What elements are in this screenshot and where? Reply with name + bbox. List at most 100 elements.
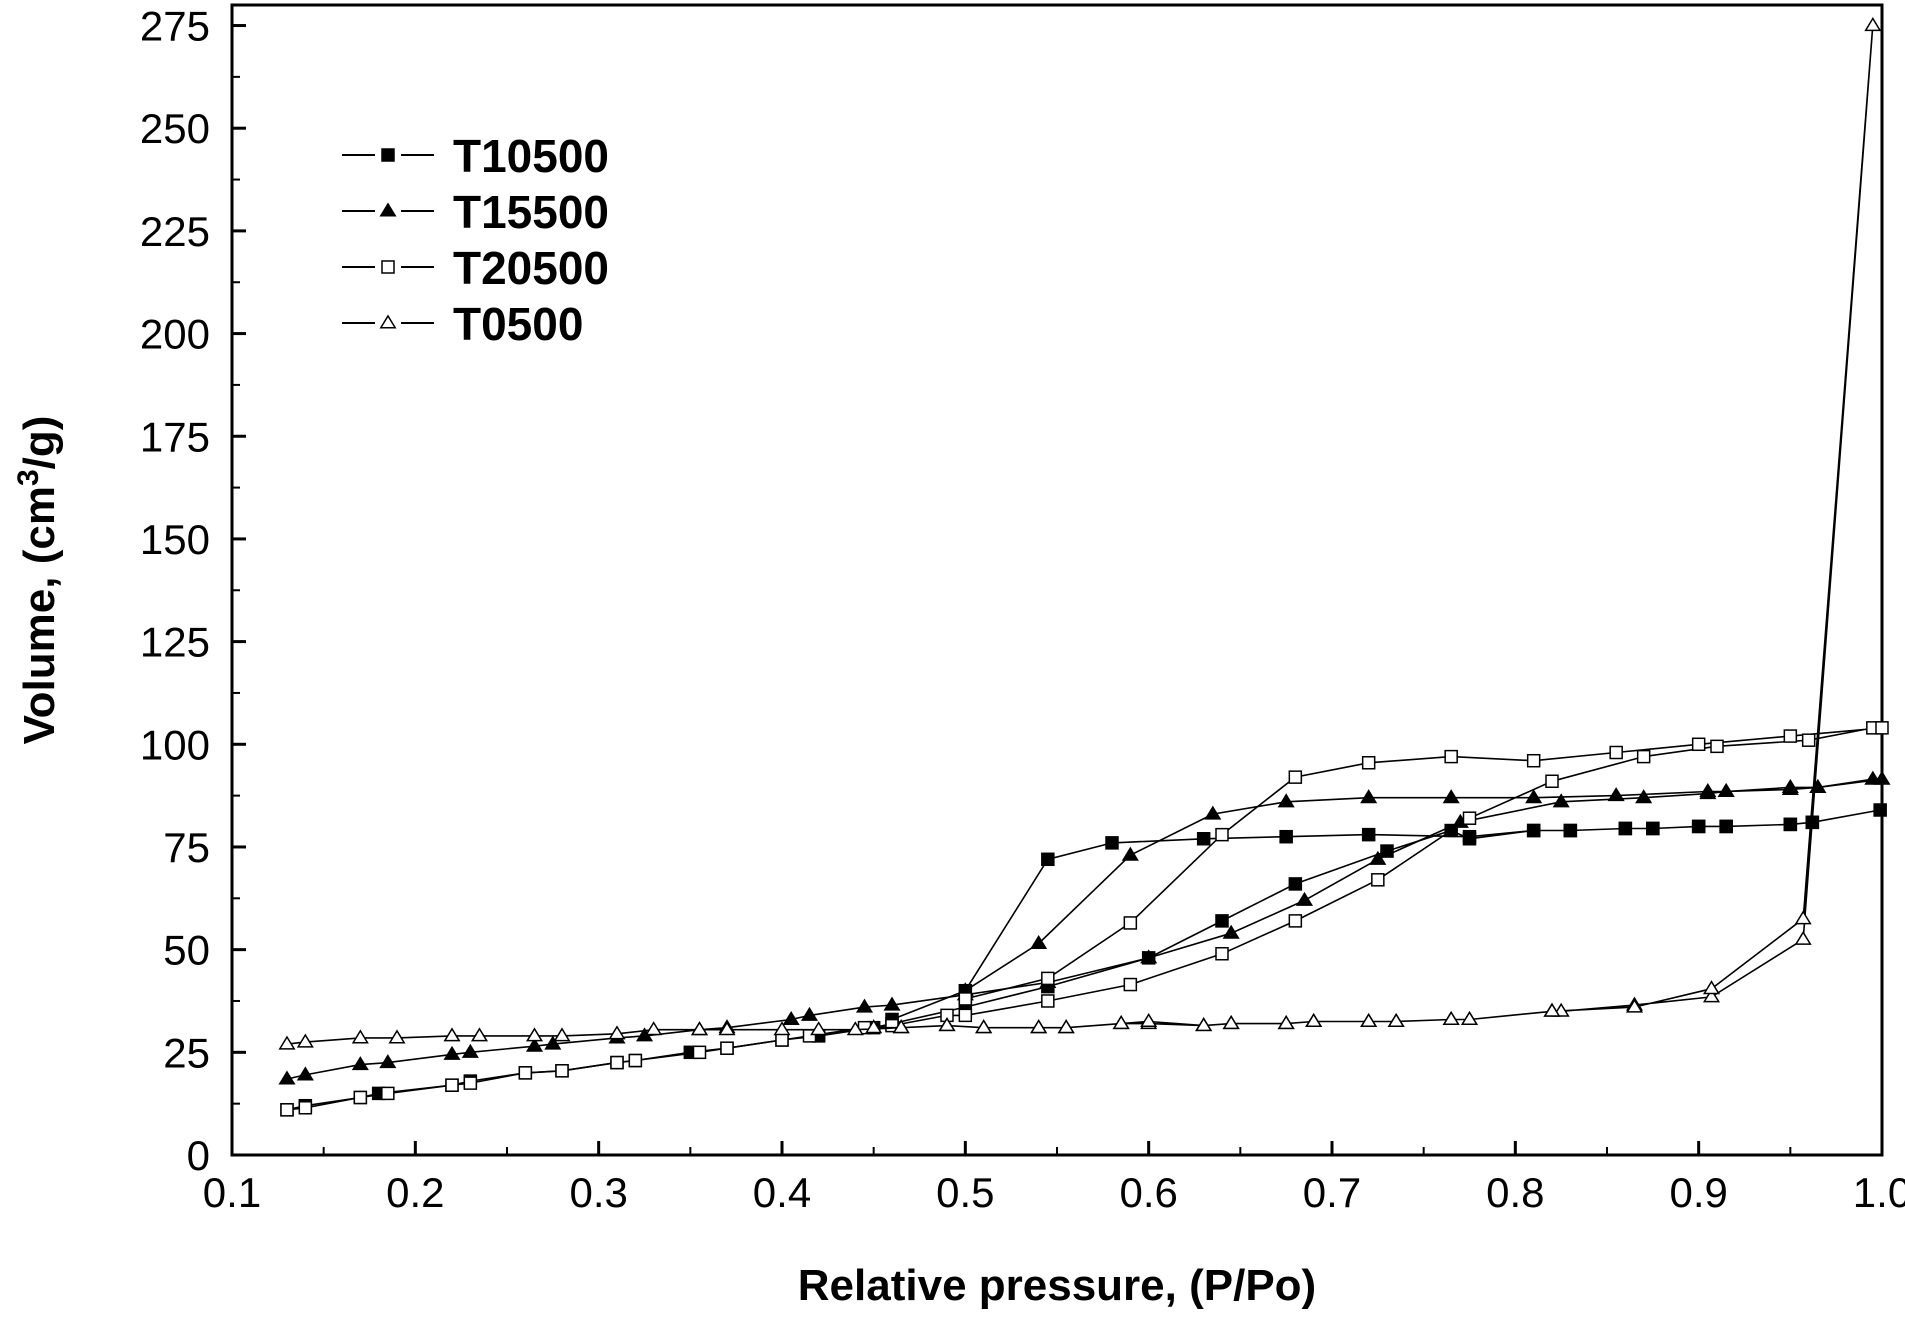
data-point [1794,930,1812,945]
data-point [1719,819,1733,834]
data-point [1360,1013,1378,1028]
x-tick-label: 0.8 [1486,1169,1544,1216]
data-point [351,1029,369,1044]
y-tick-label: 225 [140,208,210,255]
x-tick-label: 0.9 [1669,1169,1727,1216]
data-point [1295,891,1314,906]
data-point [855,998,874,1013]
data-point [1526,753,1541,768]
data-point [1057,1019,1075,1034]
data-point [720,1041,734,1055]
data-point [1112,1015,1130,1030]
data-point [1873,803,1887,817]
data-point [773,1021,791,1036]
data-point [1369,850,1387,865]
data-point [1215,914,1229,928]
x-tick-label: 1.0 [1853,1169,1905,1216]
x-tick-label: 0.1 [203,1169,261,1216]
data-point [1609,745,1623,760]
x-tick-label: 0.2 [386,1169,444,1216]
data-point [296,1033,314,1048]
data-point [1783,729,1798,743]
data-point [1030,1019,1048,1034]
data-point [1702,980,1721,995]
data-point [1215,827,1229,842]
data-point [1618,821,1633,836]
data-point [525,1037,544,1052]
legend-label: T15500 [453,186,609,238]
data-point [1277,1015,1295,1030]
data-point [1636,749,1651,764]
y-tick-label: 75 [163,824,210,871]
data-point [461,1043,479,1058]
series-layer [278,17,1891,1117]
data-point [1543,1002,1561,1017]
data-point [1460,1010,1479,1026]
data-point [1222,1015,1240,1030]
series-T15500 [278,770,1891,1085]
data-point [865,1019,883,1034]
data-point [1699,783,1717,798]
data-point [518,1066,533,1080]
data-point [1462,829,1477,844]
data-point [1277,793,1295,808]
data-point [1717,783,1735,798]
y-tick-label: 175 [140,413,210,460]
data-point [463,1076,478,1090]
data-point [280,1103,294,1117]
data-point [1646,821,1660,836]
data-point [1387,1013,1405,1028]
y-tick-label: 250 [140,105,210,152]
x-axis-title: Relative pressure, (P/Po) [798,1261,1316,1310]
data-point [1545,774,1559,788]
data-point [445,1078,459,1092]
data-point [1215,947,1229,961]
data-point [1691,819,1706,834]
data-point [1041,852,1055,867]
data-point [692,1045,707,1060]
data-point [388,1029,406,1044]
data-point [1222,924,1240,939]
data-point [1140,949,1158,964]
data-point [610,1055,624,1070]
data-point [1123,977,1138,992]
data-point [1783,817,1798,832]
data-point [1105,836,1119,850]
data-point [938,1017,956,1032]
y-axis: 0 25 50 75 100 125 150 175 200 225 250 275 [140,3,246,1179]
data-point [1525,789,1543,804]
data-point [1442,1010,1460,1026]
data-point [1563,823,1578,838]
data-point [1625,998,1644,1013]
series-line [286,778,1883,1080]
data-point [525,1027,544,1042]
data-point [351,1056,369,1071]
series-line [286,727,1883,1111]
data-point [278,1070,296,1085]
data-point [1702,988,1721,1003]
data-point [553,1027,571,1042]
y-tick-label: 25 [163,1029,210,1076]
data-point [381,1086,395,1101]
data-point [1195,1017,1213,1032]
data-point [1794,910,1812,925]
data-point [1140,1013,1158,1028]
data-point [608,1025,626,1040]
data-point [296,1066,314,1081]
data-point [470,1027,489,1042]
data-point [975,1019,993,1034]
data-point [1873,770,1891,785]
legend-label: T10500 [453,130,609,182]
data-point [1123,916,1138,930]
data-point [1875,721,1889,735]
data-point [1288,877,1303,891]
data-point [1691,737,1706,752]
y-tick-label: 0 [187,1132,210,1179]
legend-item-T0500: T0500 [342,298,583,350]
x-tick-label: 0.5 [936,1169,994,1216]
data-point [1710,739,1724,754]
data-point [1462,811,1477,825]
data-point [381,148,395,162]
